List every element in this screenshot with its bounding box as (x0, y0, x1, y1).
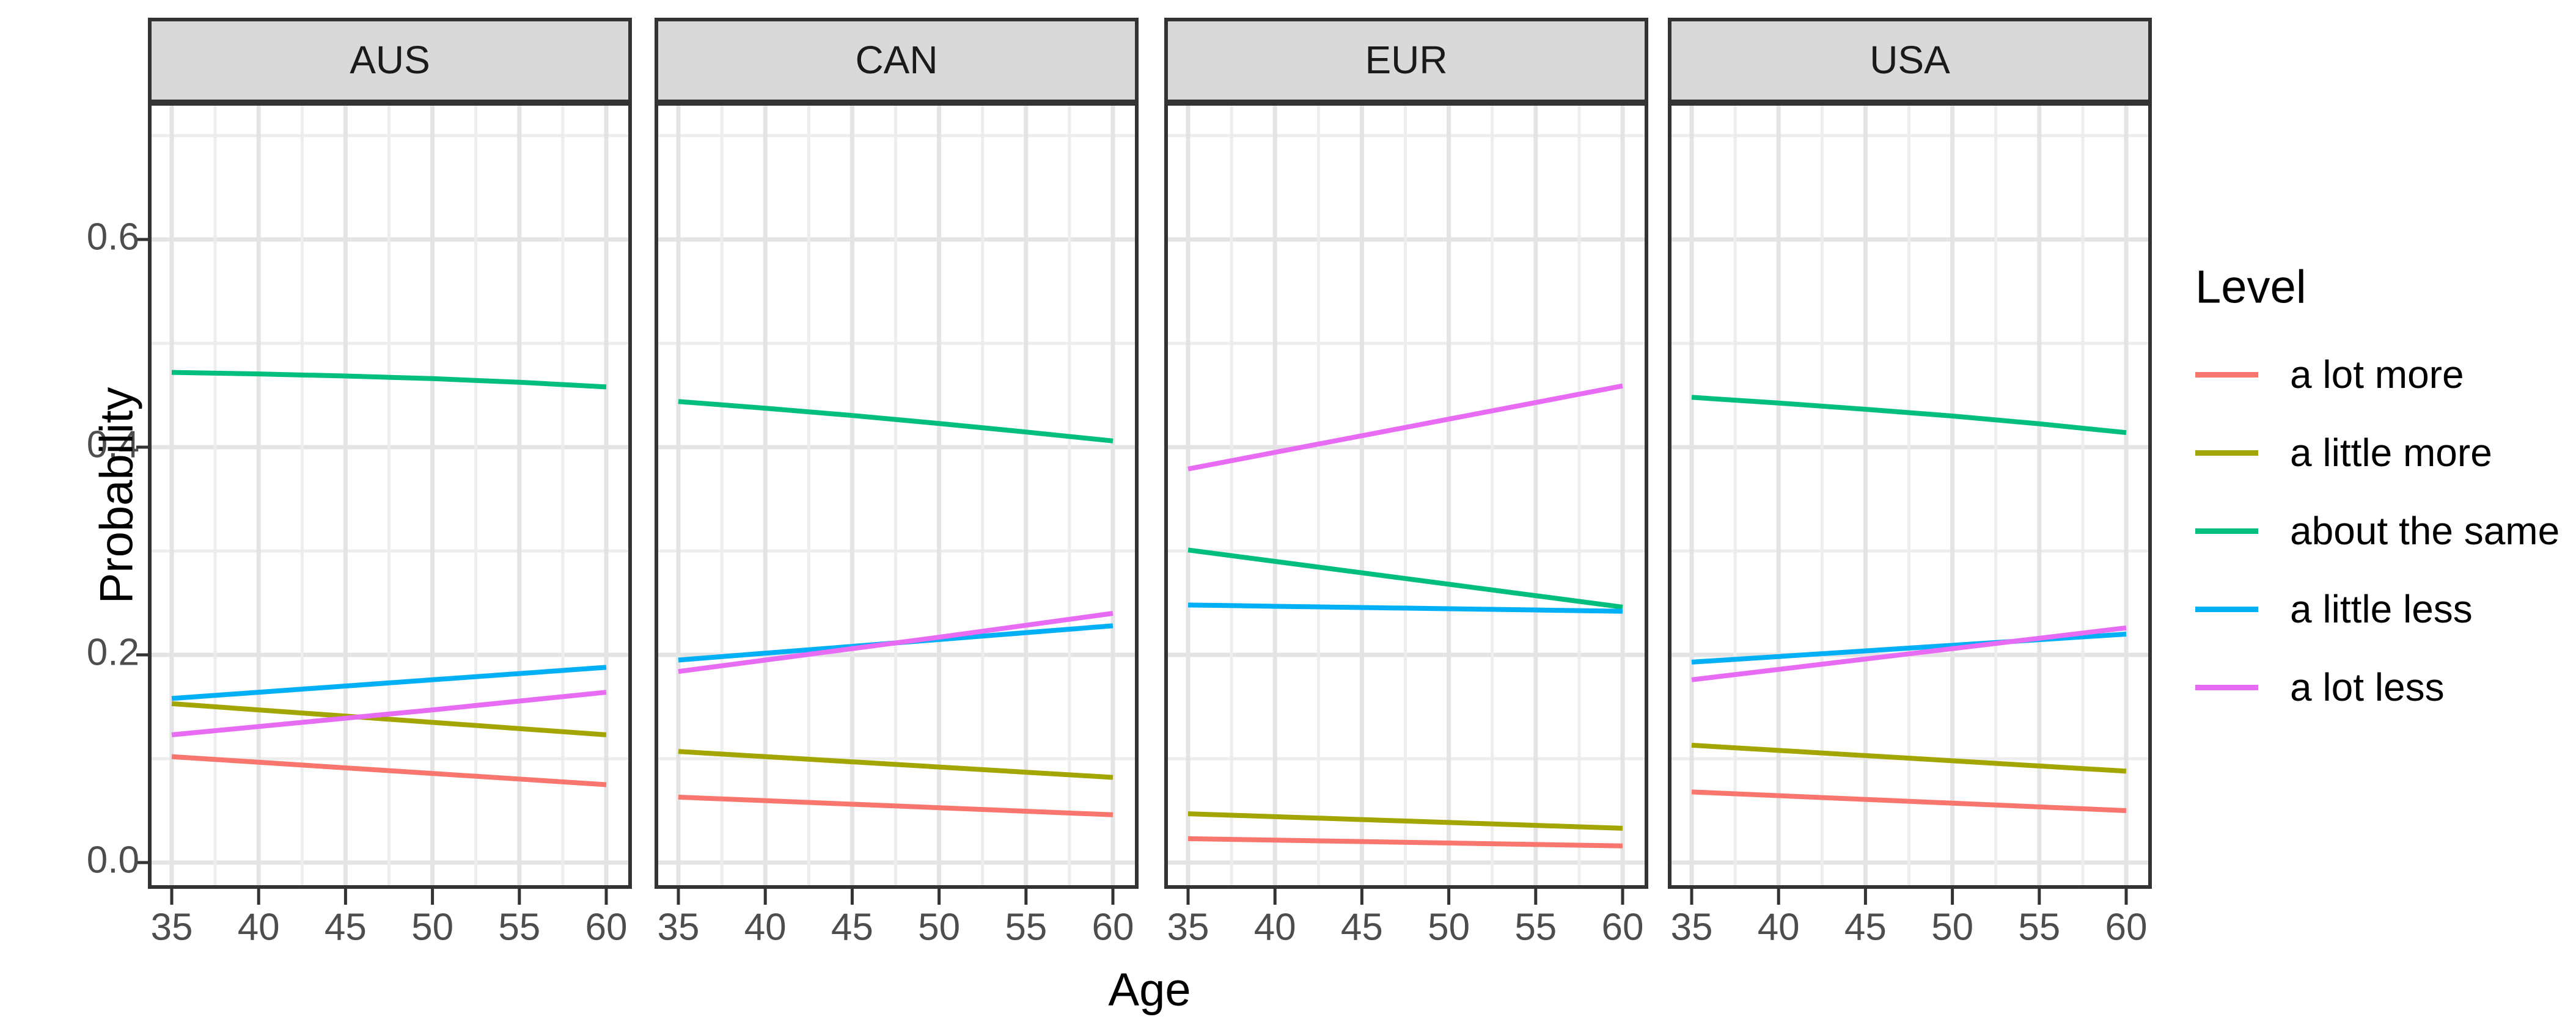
line-series (171, 754, 607, 787)
x-tick-label: 50 (1931, 906, 1973, 948)
line-series (1691, 742, 2127, 774)
y-tick-label: 0.2 (87, 631, 139, 673)
x-tick-label: 60 (585, 906, 628, 948)
y-axis-title: Probability (90, 387, 143, 604)
y-tick-label: 0.4 (87, 423, 139, 465)
facet-strip (148, 18, 632, 103)
x-tick-label: 55 (2018, 906, 2060, 948)
panel-border (1164, 102, 1648, 889)
x-tick-label: 60 (2105, 906, 2148, 948)
panel-border (655, 102, 1139, 889)
x-axis-title: Age (1108, 964, 1191, 1016)
x-tick-label: 40 (744, 906, 787, 948)
panel-border (1668, 102, 2152, 889)
x-tick-label: 35 (658, 906, 700, 948)
x-tick-label: 40 (238, 906, 280, 948)
x-tick-label: 45 (325, 906, 367, 948)
line-series (1187, 383, 1623, 472)
x-tick-label: 55 (498, 906, 540, 948)
x-tick-label: 40 (1254, 906, 1296, 948)
line-series (171, 690, 607, 737)
x-tick-label: 60 (1602, 906, 1644, 948)
x-tick-label: 50 (411, 906, 453, 948)
x-tick-label: 40 (1758, 906, 1800, 948)
x-tick-label: 45 (1341, 906, 1383, 948)
line-series (1187, 547, 1623, 610)
x-tick-label: 50 (1428, 906, 1470, 948)
y-tick-label: 0.6 (87, 216, 139, 258)
x-tick-label: 55 (1514, 906, 1557, 948)
x-tick-label: 60 (1092, 906, 1134, 948)
x-tick-label: 45 (1844, 906, 1887, 948)
x-tick-label: 45 (831, 906, 873, 948)
x-tick-label: 55 (1005, 906, 1047, 948)
x-tick-label: 35 (1671, 906, 1713, 948)
x-tick-label: 35 (151, 906, 193, 948)
line-series (1691, 625, 2127, 682)
facet-strip-label: EUR (1365, 38, 1447, 82)
facet-strip-label: CAN (855, 38, 938, 82)
x-tick-label: 35 (1167, 906, 1209, 948)
panel-border (148, 102, 632, 889)
line-series (1187, 602, 1623, 614)
line-series (678, 611, 1114, 674)
facet-strip (1164, 18, 1648, 103)
facet-strip-label: AUS (350, 38, 430, 82)
line-series (1691, 395, 2127, 436)
line-series (1187, 811, 1623, 831)
line-series (678, 399, 1114, 443)
line-series (171, 665, 607, 701)
line-series (1691, 789, 2127, 813)
x-tick-label: 50 (918, 906, 960, 948)
facet-strip (655, 18, 1139, 103)
y-tick-label: 0.0 (87, 839, 139, 881)
line-series (171, 370, 607, 390)
line-series (171, 701, 607, 737)
line-series (1187, 836, 1623, 849)
facet-strip-label: USA (1870, 38, 1950, 82)
line-series (678, 794, 1114, 817)
facet-strip (1668, 18, 2152, 103)
line-series (678, 749, 1114, 780)
